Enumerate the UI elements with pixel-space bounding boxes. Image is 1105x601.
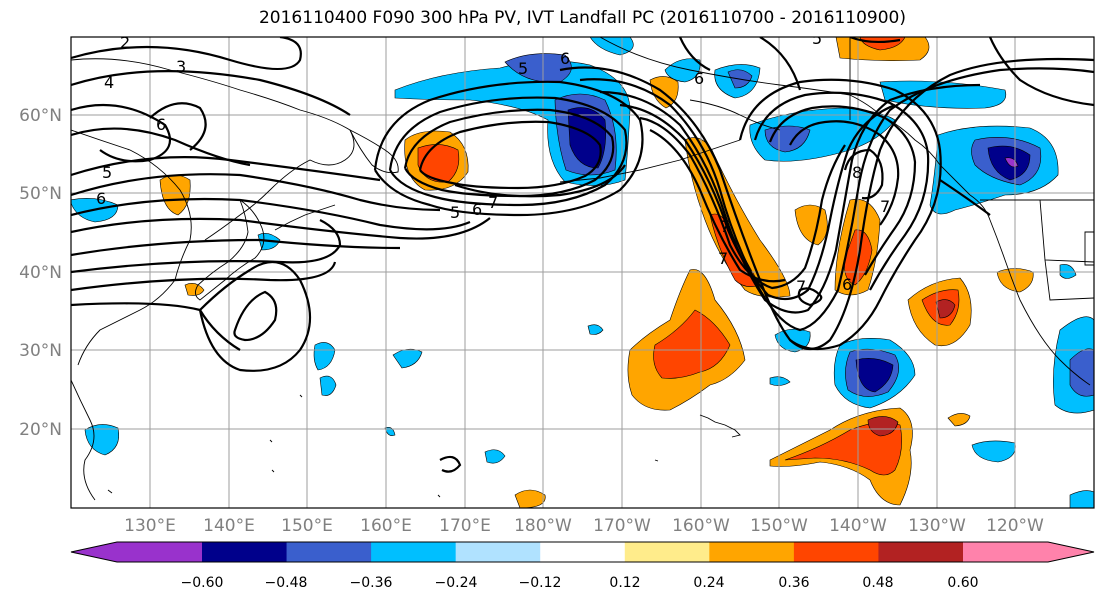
contour-label: 6 bbox=[472, 200, 482, 219]
lon-label: 140°W bbox=[829, 516, 887, 536]
lon-label: 140°E bbox=[203, 516, 255, 536]
colorbar-swatch bbox=[455, 542, 541, 562]
lon-label: 160°W bbox=[672, 516, 730, 536]
colorbar-tick-label: 0.36 bbox=[778, 575, 809, 591]
contour-label: 6 bbox=[842, 275, 852, 294]
latitude-labels: 60°N 50°N 40°N 30°N 20°N bbox=[19, 106, 62, 440]
lon-label: 160°E bbox=[360, 516, 412, 536]
colorbar-swatch bbox=[71, 542, 202, 562]
colorbar-tick-label: 0.60 bbox=[947, 575, 978, 591]
colorbar-swatch bbox=[371, 542, 457, 562]
lon-label: 130°W bbox=[908, 516, 966, 536]
contour-labels: 2 3 4 6 5 6 7 5 6 5 6 7 8 7 6 5 6 7 7 bbox=[96, 29, 890, 296]
contour-label: 4 bbox=[104, 73, 114, 92]
contour-label: 7 bbox=[718, 249, 728, 268]
lon-label: 170°W bbox=[593, 516, 651, 536]
colorbar-swatches bbox=[70, 541, 1095, 563]
contour-label: 6 bbox=[156, 115, 166, 134]
colorbar-swatch bbox=[286, 542, 372, 562]
contour-label: 6 bbox=[96, 189, 106, 208]
shaded-field bbox=[71, 37, 1094, 508]
contour-label: 5 bbox=[102, 163, 112, 182]
contour-label: 5 bbox=[812, 29, 822, 48]
colorbar-swatch bbox=[624, 542, 710, 562]
contour-label: 7 bbox=[488, 193, 498, 212]
lat-label: 30°N bbox=[19, 341, 62, 361]
lat-label: 40°N bbox=[19, 263, 62, 283]
contour-label: 6 bbox=[694, 69, 704, 88]
colorbar-tick-label: 0.48 bbox=[862, 575, 893, 591]
longitude-labels: 130°E 140°E 150°E 160°E 170°E 180°W 170°… bbox=[124, 516, 1044, 536]
contour-label: 7 bbox=[796, 277, 806, 296]
contour-label: 8 bbox=[852, 163, 862, 182]
colorbar-swatch bbox=[793, 542, 879, 562]
contour-label: 5 bbox=[450, 203, 460, 222]
contour-label: 7 bbox=[880, 197, 890, 216]
contour-label: 3 bbox=[176, 57, 186, 76]
contour-label: 6 bbox=[560, 49, 570, 68]
colorbar-tick-label: −0.48 bbox=[265, 575, 308, 591]
colorbar-swatch bbox=[540, 542, 626, 562]
lon-label: 170°E bbox=[439, 516, 491, 536]
colorbar-swatch bbox=[202, 542, 288, 562]
colorbar-tick-label: −0.12 bbox=[519, 575, 562, 591]
lon-label: 120°W bbox=[986, 516, 1044, 536]
colorbar-tick-label: −0.36 bbox=[350, 575, 393, 591]
coastlines bbox=[71, 37, 1094, 501]
colorbar-swatch bbox=[878, 542, 964, 562]
colorbar-ticks: −0.60 −0.48 −0.36 −0.24 −0.12 0.12 0.24 … bbox=[181, 575, 979, 591]
colorbar-tick-label: −0.60 bbox=[181, 575, 224, 591]
colorbar-tick-label: 0.12 bbox=[609, 575, 640, 591]
lon-label: 150°E bbox=[281, 516, 333, 536]
colorbar-swatch bbox=[709, 542, 795, 562]
lon-label: 130°E bbox=[124, 516, 176, 536]
colorbar-outline bbox=[70, 541, 1095, 563]
colorbar-tick-label: 0.24 bbox=[693, 575, 724, 591]
colorbar: −0.60 −0.48 −0.36 −0.24 −0.12 0.12 0.24 … bbox=[70, 541, 1095, 591]
lat-label: 60°N bbox=[19, 106, 62, 126]
lon-label: 150°W bbox=[750, 516, 808, 536]
contour-label: 7 bbox=[720, 217, 730, 236]
lat-label: 20°N bbox=[19, 420, 62, 440]
lat-label: 50°N bbox=[19, 184, 62, 204]
contour-label: 5 bbox=[518, 59, 528, 78]
map-frame bbox=[70, 36, 1095, 509]
figure-title: 2016110400 F090 300 hPa PV, IVT Landfall… bbox=[258, 8, 906, 28]
contour-label: 2 bbox=[120, 33, 130, 52]
pv-contours bbox=[71, 37, 1094, 473]
lon-label: 180°W bbox=[514, 516, 572, 536]
colorbar-swatch bbox=[963, 542, 1094, 562]
colorbar-tick-label: −0.24 bbox=[435, 575, 478, 591]
